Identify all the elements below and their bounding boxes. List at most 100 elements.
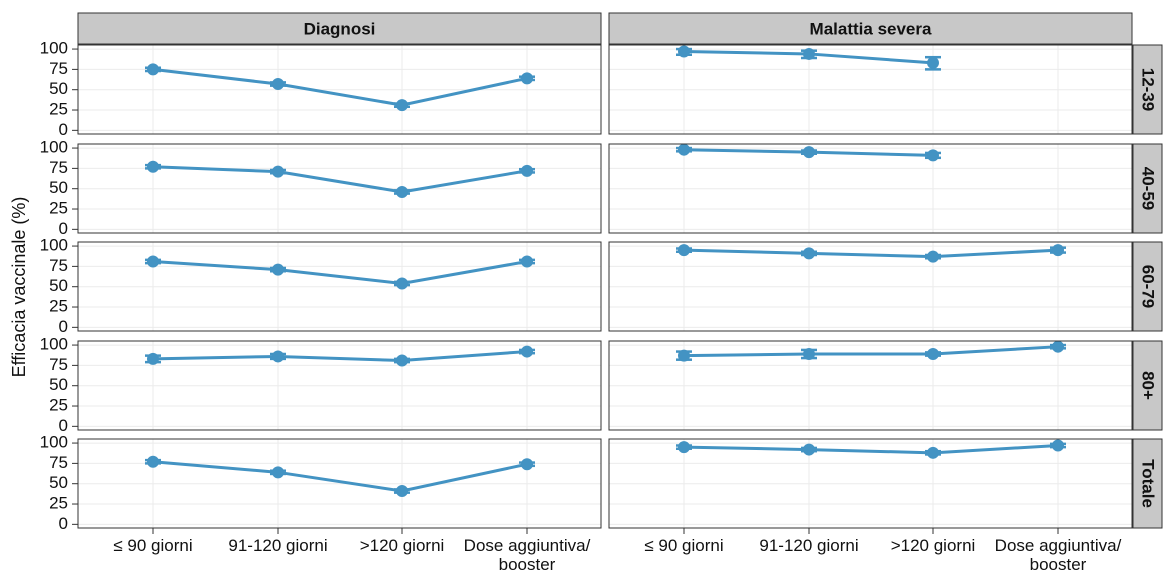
data-point <box>272 78 284 91</box>
facet-row-label: 12-39 <box>1139 68 1158 111</box>
y-tick-label: 0 <box>59 514 68 533</box>
data-line <box>152 260 528 285</box>
data-point <box>521 255 533 268</box>
y-tick-label: 50 <box>49 79 68 98</box>
y-tick-label: 25 <box>49 297 68 316</box>
data-point <box>803 443 815 456</box>
data-point <box>1052 439 1064 452</box>
y-tick-label: 25 <box>49 494 68 513</box>
x-tick-label: 91-120 giorni <box>759 536 859 555</box>
facet-strip <box>1132 241 1163 332</box>
y-tick-label: 75 <box>49 256 68 275</box>
data-point <box>927 56 939 69</box>
facet-strip <box>1132 44 1163 135</box>
data-point <box>678 349 690 362</box>
y-tick-label: 50 <box>49 375 68 394</box>
facet-strip <box>1132 340 1163 431</box>
y-tick-label: 75 <box>49 355 68 374</box>
panel-border <box>608 44 1133 135</box>
y-tick-label: 100 <box>40 138 68 157</box>
panel-border <box>77 143 602 234</box>
data-point <box>521 458 533 471</box>
facet-column-label: Diagnosi <box>304 19 376 38</box>
x-tick-label-box: >120 giorni <box>359 536 445 555</box>
panel-border <box>608 340 1133 431</box>
data-point <box>927 348 939 361</box>
panel-border <box>77 241 602 332</box>
data-point <box>803 247 815 260</box>
data-line <box>152 165 528 194</box>
data-point <box>147 63 159 76</box>
y-tick-label: 0 <box>59 416 68 435</box>
data-point <box>272 165 284 178</box>
y-tick-label: 50 <box>49 178 68 197</box>
x-tick-label: >120 giorni <box>890 536 976 555</box>
y-tick-label: 75 <box>49 453 68 472</box>
data-point <box>1052 244 1064 257</box>
data-point <box>803 47 815 60</box>
data-point <box>396 99 408 112</box>
y-tick-label: 100 <box>40 236 68 255</box>
x-tick-label-box: Dose aggiuntiva/ booster <box>463 536 591 574</box>
y-tick-label: 0 <box>59 120 68 139</box>
data-point <box>678 244 690 257</box>
data-point <box>678 441 690 454</box>
y-tick-label: 75 <box>49 59 68 78</box>
facet-column-label: Malattia severa <box>810 19 932 38</box>
y-tick-label: 25 <box>49 396 68 415</box>
x-tick-label: ≤ 90 giorni <box>113 536 193 555</box>
y-tick-label: 25 <box>49 100 68 119</box>
x-tick-label-box: ≤ 90 giorni <box>644 536 724 555</box>
data-point <box>521 164 533 177</box>
facet-strip <box>1132 438 1163 529</box>
facet-strip <box>1132 143 1163 234</box>
y-axis-title: Efficacia vaccinale (%) <box>9 197 29 378</box>
x-tick-label-box: >120 giorni <box>890 536 976 555</box>
data-point <box>396 185 408 198</box>
data-line <box>152 67 528 107</box>
data-point <box>927 149 939 162</box>
x-tick-label: Dose aggiuntiva/ booster <box>994 536 1122 574</box>
data-point <box>521 345 533 358</box>
panel-border <box>608 438 1133 529</box>
data-point <box>272 263 284 276</box>
data-line <box>152 350 528 363</box>
data-point <box>396 485 408 498</box>
data-point <box>147 455 159 468</box>
x-tick-label: 91-120 giorni <box>228 536 328 555</box>
facet-strip <box>608 12 1133 45</box>
facet-row-label: 80+ <box>1139 371 1158 400</box>
x-tick-label-box: ≤ 90 giorni <box>113 536 193 555</box>
data-line <box>683 345 1059 358</box>
y-tick-label: 0 <box>59 219 68 238</box>
x-tick-label: ≤ 90 giorni <box>644 536 724 555</box>
data-point <box>147 352 159 365</box>
data-line <box>683 444 1059 455</box>
facet-row-label: 60-79 <box>1139 265 1158 308</box>
data-line <box>152 460 528 493</box>
x-tick-label-box: 91-120 giorni <box>228 536 328 555</box>
data-point <box>803 348 815 361</box>
y-tick-label: 0 <box>59 317 68 336</box>
facet-row-label: 40-59 <box>1139 167 1158 210</box>
data-point <box>927 446 939 459</box>
data-point <box>147 160 159 173</box>
data-point <box>396 277 408 290</box>
y-tick-label: 50 <box>49 473 68 492</box>
data-line <box>683 248 1059 259</box>
panel-border <box>77 438 602 529</box>
y-tick-label: 25 <box>49 199 68 218</box>
panel-border <box>608 241 1133 332</box>
panel-border <box>608 143 1133 234</box>
x-tick-label: >120 giorni <box>359 536 445 555</box>
x-tick-label: Dose aggiuntiva/ booster <box>463 536 591 574</box>
facet-strip <box>77 12 602 45</box>
y-tick-label: 75 <box>49 158 68 177</box>
panel-border <box>77 340 602 431</box>
x-tick-label-box: 91-120 giorni <box>759 536 859 555</box>
data-point <box>521 72 533 85</box>
data-point <box>147 255 159 268</box>
y-tick-label: 100 <box>40 335 68 354</box>
